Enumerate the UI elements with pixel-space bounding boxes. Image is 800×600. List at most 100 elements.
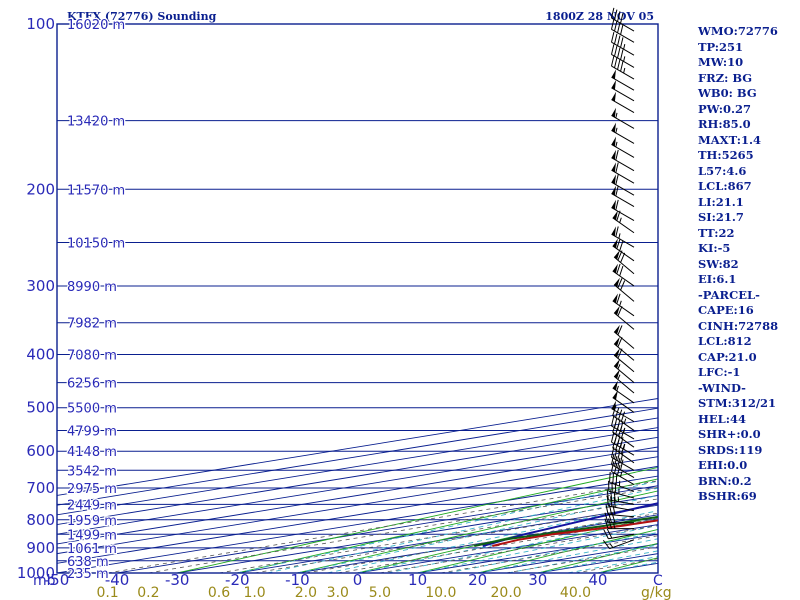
isotherm-line — [57, 427, 658, 525]
wind-barb-feather — [617, 35, 621, 46]
wind-barb-pennant — [614, 250, 620, 260]
height-label: 4148 m — [67, 445, 117, 460]
wind-barb-feather — [612, 473, 614, 484]
wind-barb-feather — [615, 185, 619, 197]
wind-barb-half-feather — [616, 385, 619, 392]
wind-barb-feather — [614, 463, 618, 474]
sounding-indices-panel: WMO:72776 TP:251 MW:10 FRZ: BG WB0: BG PW:0.2… — [698, 24, 798, 505]
wind-barb-staff — [611, 471, 635, 485]
wind-barb — [604, 518, 634, 530]
index-line: STM:312/21 — [698, 396, 777, 410]
mixing-ratio-tick-label: 0.2 — [137, 585, 159, 600]
index-line: SW:82 — [698, 256, 739, 271]
wind-barb — [611, 174, 635, 196]
temperature-tick-label: -30 — [165, 571, 190, 589]
wind-barb-feather — [608, 518, 612, 529]
wind-barb-staff — [611, 181, 635, 196]
pressure-tick-label: 200 — [26, 180, 55, 198]
wind-barb-staff — [609, 539, 635, 550]
wind-barb-pennant — [611, 162, 616, 173]
wind-barb — [612, 405, 635, 431]
mixing-ratio-tick-label: 0.1 — [96, 585, 118, 600]
wind-barb-half-feather — [617, 374, 621, 380]
wind-barb-staff — [611, 408, 635, 423]
index-line: TH:5265 — [698, 148, 754, 162]
wind-barb-half-feather — [617, 364, 621, 370]
wind-barb — [611, 149, 635, 172]
wind-barb-feather — [610, 431, 615, 443]
plot-frame — [56, 23, 659, 574]
wind-barb-pennant — [614, 348, 620, 358]
pressure-tick-label: 700 — [26, 479, 55, 497]
index-line: WMO:72776 — [698, 24, 778, 38]
wind-barb — [611, 162, 635, 184]
index-line: KI:-5 — [698, 241, 731, 255]
wind-barb-feather — [614, 45, 618, 57]
wind-barb-feather — [619, 240, 624, 251]
wind-barb-pennant — [611, 199, 616, 210]
index-line: HEL:44 — [698, 411, 746, 426]
wind-barb-feather — [614, 417, 618, 428]
index-line: LI:21.1 — [698, 194, 744, 209]
wind-barb-staff — [611, 456, 635, 471]
wind-barb-feather — [606, 528, 613, 539]
wind-barb-staff — [611, 65, 635, 80]
wind-barb-pennant — [611, 226, 616, 237]
isotherm-line — [57, 417, 658, 516]
wind-barb-pennant — [614, 369, 620, 379]
moist-adiabat-line — [327, 502, 658, 573]
dry-adiabat-line — [237, 478, 658, 573]
wind-barb-pennant — [612, 210, 618, 221]
height-label: 6256 m — [67, 377, 117, 392]
chart-title: KTFX (72776) Sounding — [67, 10, 217, 23]
wind-barb-feather — [609, 471, 611, 483]
wind-barb-pennant — [612, 390, 618, 400]
wind-barb-staff — [611, 193, 635, 207]
mixing-ratio-line — [107, 480, 658, 573]
wind-barb-staff — [608, 505, 635, 512]
index-line: CINH:72788 — [698, 318, 779, 333]
wind-barb-feather — [610, 415, 615, 427]
wind-barb-staff — [611, 143, 635, 158]
wind-barbs — [602, 7, 635, 550]
moist-adiabat-line — [297, 494, 658, 573]
wind-barb-feather — [616, 263, 621, 275]
temperature-unit-label: C — [653, 573, 663, 589]
wind-barb-feather — [610, 44, 615, 55]
wind-barb — [612, 293, 635, 317]
wind-barb-feather — [610, 55, 615, 67]
wind-barb-feather — [615, 474, 618, 485]
index-line: L57:4.6 — [698, 163, 747, 178]
wind-barb-pennant — [611, 149, 616, 160]
wind-barb — [610, 55, 635, 80]
wind-barb-feather — [606, 495, 609, 507]
wind-barb-feather — [617, 306, 623, 317]
wind-barb — [611, 226, 635, 248]
wind-barb-staff — [611, 41, 635, 56]
wind-barb-staff — [612, 300, 635, 317]
wind-barb — [611, 136, 635, 158]
height-label: 1061 m — [67, 542, 117, 557]
wind-barb-feather — [617, 337, 623, 348]
wind-barb-staff — [612, 415, 635, 431]
wind-barb-staff — [611, 157, 635, 172]
dry-adiabat-line — [417, 515, 658, 573]
index-line: TT:22 — [698, 225, 735, 240]
wind-barb-feather — [617, 325, 623, 336]
wind-barb-half-feather — [623, 67, 626, 74]
wind-barb-pennant — [612, 380, 618, 391]
wind-barb — [610, 31, 635, 56]
wind-barb-feather — [617, 47, 621, 59]
wind-barb — [610, 44, 635, 68]
wind-barb-staff — [613, 331, 635, 349]
wind-barb-staff — [613, 284, 635, 302]
wind-barb-feather — [620, 459, 624, 470]
wind-barb — [612, 238, 635, 262]
wind-barb-half-feather — [619, 300, 622, 306]
wind-barb-feather — [616, 293, 621, 304]
pressure-tick-label: 900 — [26, 539, 55, 557]
wind-barb — [611, 80, 635, 102]
wind-barb-feather — [604, 512, 609, 523]
wind-barb-feather — [606, 489, 609, 500]
wind-barb-staff — [611, 115, 635, 129]
